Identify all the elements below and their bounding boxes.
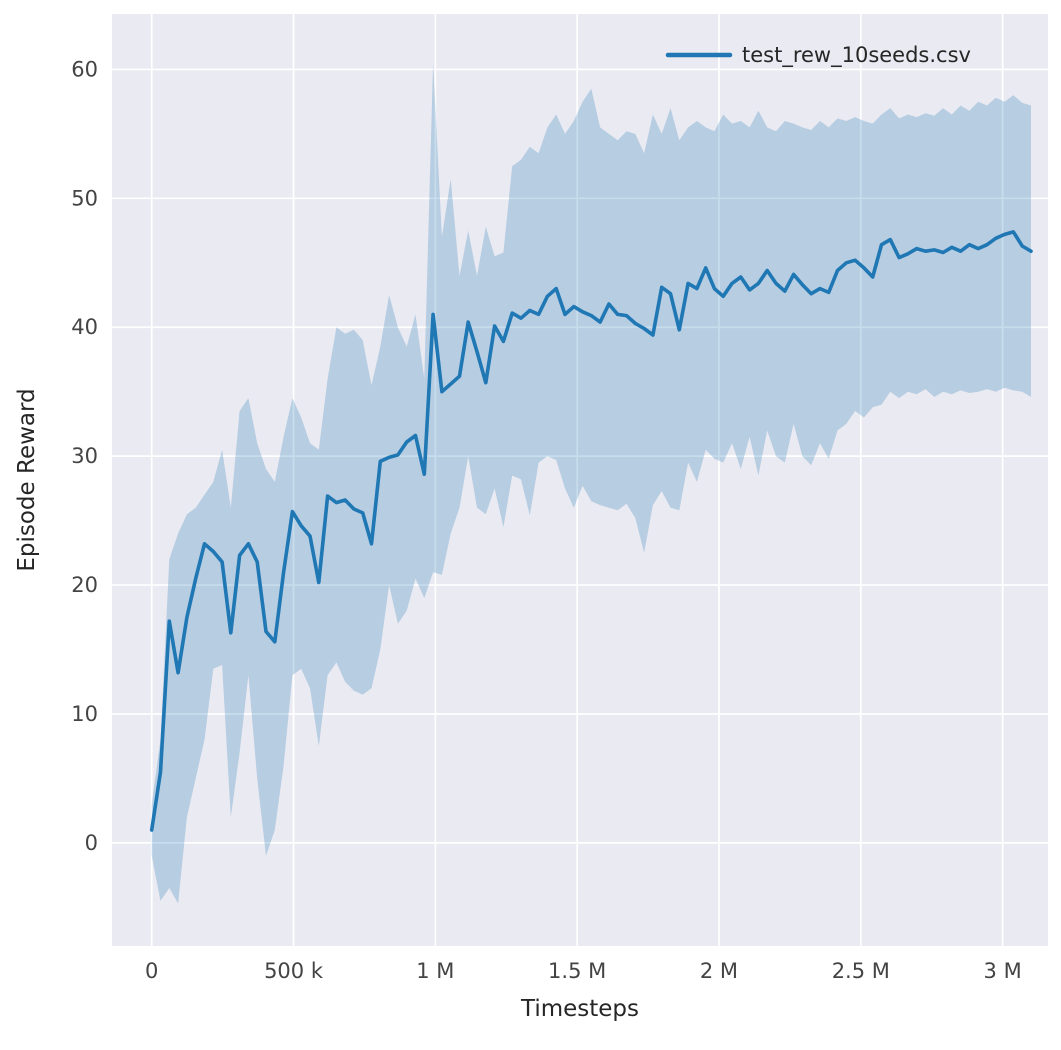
x-tick-label: 1 M <box>416 959 454 983</box>
legend-label: test_rew_10seeds.csv <box>742 43 971 68</box>
x-tick-label: 1.5 M <box>548 959 606 983</box>
x-tick-label: 2.5 M <box>832 959 890 983</box>
y-tick-label: 0 <box>85 831 98 855</box>
confidence-band <box>151 63 1031 904</box>
y-tick-label: 30 <box>71 444 98 468</box>
tick-label-layer: 0 500 k 1 M 1.5 M 2 M 2.5 M 3 M 0 10 20 30 40 50 60 <box>71 57 1021 983</box>
x-tick-label: 2 M <box>700 959 738 983</box>
plot-background-layer <box>112 14 1048 946</box>
y-axis-label: Episode Reward <box>14 388 40 571</box>
y-tick-label: 60 <box>71 57 98 81</box>
x-axis-label: Timesteps <box>520 996 639 1022</box>
series-line <box>149 230 1033 832</box>
legend: test_rew_10seeds.csv <box>665 43 971 68</box>
y-tick-label: 10 <box>71 702 98 726</box>
y-tick-label: 20 <box>71 573 98 597</box>
grid-layer <box>112 14 1048 946</box>
x-tick-label: 500 k <box>264 959 324 983</box>
y-tick-label: 40 <box>71 315 98 339</box>
series-layer <box>149 63 1033 904</box>
x-tick-label: 0 <box>145 959 158 983</box>
x-tick-label: 3 M <box>984 959 1022 983</box>
y-tick-label: 50 <box>71 186 98 210</box>
plot-background <box>112 14 1048 946</box>
